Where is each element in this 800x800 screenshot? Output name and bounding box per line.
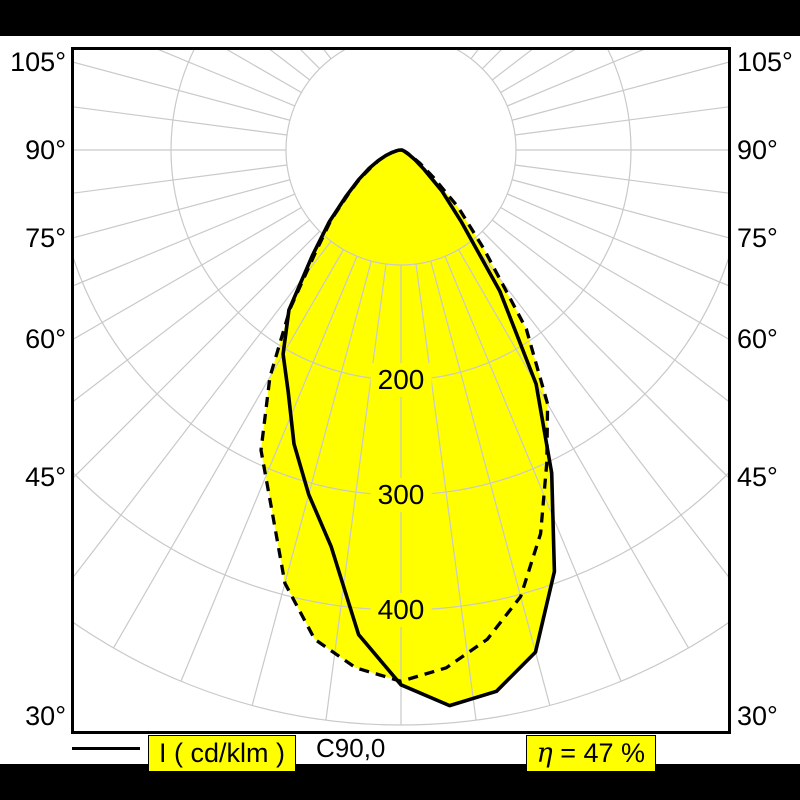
- grid-spoke: [74, 240, 332, 578]
- grid-spoke: [226, 50, 302, 94]
- grid-spoke: [507, 193, 728, 287]
- legend-solid-line-sample: [72, 747, 140, 750]
- grid-spoke: [74, 179, 291, 239]
- grid-spoke: [74, 106, 288, 136]
- eta-symbol: η: [536, 738, 553, 769]
- top-black-bar: [0, 0, 800, 36]
- legend-label-c90: C90,0: [316, 733, 386, 763]
- grid-spoke: [470, 50, 479, 60]
- grid-spoke: [481, 230, 728, 478]
- legend: C0,0 C90,0: [0, 733, 800, 763]
- grid-spoke: [74, 230, 321, 478]
- grid-spoke: [514, 106, 728, 136]
- grid-spoke: [470, 240, 728, 578]
- grid-spoke: [415, 263, 477, 721]
- angle-tick-label-right-90: 90°: [737, 135, 778, 165]
- polar-plot-frame: I ( cd/klm ) η = 47 % 200 300 400: [71, 47, 731, 772]
- bottom-black-bar: [0, 764, 800, 800]
- angle-tick-label-left-75: 75°: [25, 222, 66, 253]
- grid-spoke: [74, 206, 302, 340]
- grid-spoke: [74, 164, 288, 194]
- angle-tick-label-left-30: 30°: [25, 701, 66, 732]
- radial-unit-label: I ( cd/klm ): [159, 738, 285, 768]
- grid-spoke: [180, 256, 358, 682]
- grid-spoke: [325, 263, 387, 721]
- angle-tick-label-right-45: 45°: [737, 462, 778, 492]
- radial-unit-label-box: I ( cd/klm ): [148, 735, 296, 772]
- ring-value-label-400: 400: [370, 593, 432, 627]
- efficiency-value: = 47 %: [552, 738, 645, 768]
- grid-spoke: [514, 164, 728, 194]
- grid-spoke: [74, 61, 291, 121]
- grid-spoke: [74, 219, 311, 402]
- angle-tick-label-left-45: 45°: [25, 462, 66, 492]
- grid-spoke: [500, 50, 576, 94]
- grid-spoke: [444, 256, 622, 682]
- angle-tick-label-right-60: 60°: [737, 323, 778, 354]
- polar-chart: [74, 50, 728, 726]
- grid-spoke: [507, 50, 644, 107]
- efficiency-badge: η = 47 %: [525, 735, 656, 772]
- angle-tick-label-left-105: 105°: [10, 47, 66, 78]
- grid-spoke: [500, 206, 728, 340]
- c90-curve: [259, 148, 550, 683]
- grid-spoke: [457, 249, 690, 649]
- grid-spoke: [74, 193, 295, 287]
- angle-tick-label-left-90: 90°: [25, 135, 66, 165]
- grid-spoke: [511, 179, 728, 239]
- ring-value-label-200: 200: [370, 363, 432, 397]
- grid-spoke: [430, 260, 551, 706]
- grid-spoke: [112, 249, 345, 649]
- grid-spoke: [323, 50, 332, 60]
- angle-tick-label-right-105: 105°: [737, 47, 793, 78]
- angle-tick-label-right-75: 75°: [737, 222, 778, 253]
- angle-tick-label-right-30: 30°: [737, 701, 778, 732]
- angle-tick-label-left-60: 60°: [25, 323, 66, 354]
- grid-spoke: [251, 260, 372, 706]
- grid-spoke: [491, 219, 728, 402]
- grid-spoke: [158, 50, 295, 107]
- ring-value-label-300: 300: [370, 478, 432, 512]
- grid-spoke: [511, 61, 728, 121]
